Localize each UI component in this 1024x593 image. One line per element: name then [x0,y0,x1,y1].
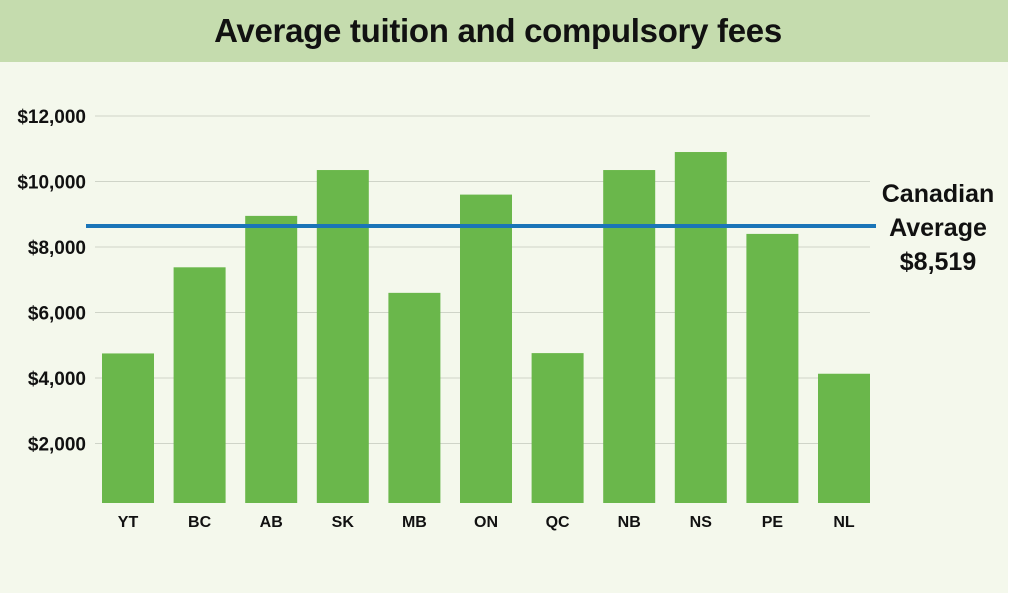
y-axis-ticks: $2,000 $4,000 $6,000 $8,000 $10,000 $12,000 [17,107,86,456]
bar-ab [245,215,298,503]
bar-ns [674,152,727,503]
x-tick-label: AB [260,514,283,531]
x-tick-label: NB [618,514,641,531]
x-tick-label: NS [690,514,713,531]
average-label-line: Canadian [882,180,995,208]
y-tick-label: $10,000 [17,173,86,194]
y-tick-label: $8,000 [28,238,86,259]
bar-pe [746,233,799,503]
title-band: Average tuition and compulsory fees [0,0,1008,62]
x-tick-label: SK [332,514,355,531]
bar-on [460,194,512,503]
x-tick-label: PE [762,514,784,531]
reference-line-group: Canadian Average $8,519 [86,180,994,276]
average-label-line: Average [889,214,987,242]
y-tick-label: $2,000 [28,435,86,456]
x-tick-label: QC [546,514,570,531]
y-tick-label: $6,000 [28,304,86,325]
y-tick-label: $12,000 [17,107,86,128]
bar-sk [316,170,369,503]
x-tick-label: BC [188,514,212,531]
bar-mb [388,292,441,503]
bar-nb [603,170,656,503]
bars [102,152,870,503]
y-tick-label: $4,000 [28,369,86,390]
x-axis-ticks: YT BC AB SK MB ON QC NB NS PE NL [118,514,855,531]
x-tick-label: YT [118,514,139,531]
bar-qc [531,353,584,503]
bar-yt [102,353,154,503]
chart-title: Average tuition and compulsory fees [214,12,782,49]
x-tick-label: ON [474,514,498,531]
bar-nl [818,373,870,503]
bar-bc [173,267,226,503]
x-tick-label: NL [833,514,855,531]
x-tick-label: MB [402,514,427,531]
average-label-line: $8,519 [900,248,976,276]
